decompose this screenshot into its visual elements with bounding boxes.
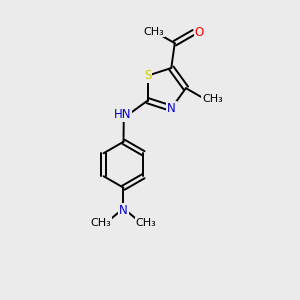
Text: CH₃: CH₃ [135, 218, 156, 228]
Text: CH₃: CH₃ [144, 27, 164, 37]
Text: N: N [119, 204, 128, 217]
Text: CH₃: CH₃ [202, 94, 223, 104]
Text: CH₃: CH₃ [91, 218, 112, 228]
Text: S: S [144, 69, 151, 82]
Text: N: N [167, 102, 176, 115]
Text: HN: HN [113, 109, 131, 122]
Text: O: O [195, 26, 204, 39]
